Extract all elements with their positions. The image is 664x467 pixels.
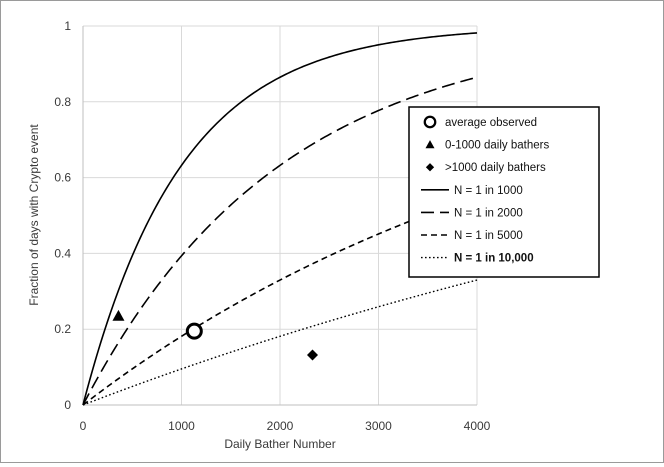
legend-item: N = 1 in 1000	[421, 185, 523, 197]
legend-box	[408, 106, 600, 278]
y-tick-label: 0.6	[54, 171, 71, 185]
x-axis-label: Daily Bather Number	[224, 437, 335, 451]
curve-5000	[82, 195, 478, 406]
x-tick-label: 4000	[464, 419, 491, 433]
point-diamond	[307, 349, 319, 361]
legend-label: average observed	[445, 117, 537, 129]
point-triangle	[112, 309, 125, 321]
marker-triangle	[425, 140, 435, 149]
y-tick-label: 1	[64, 19, 71, 33]
legend-label: N = 1 in 1000	[454, 185, 523, 197]
data-points	[112, 309, 319, 361]
x-tick-label: 1000	[168, 419, 195, 433]
y-tick-label: 0.8	[54, 95, 71, 109]
marker-diamond	[425, 163, 435, 172]
legend-item: 0-1000 daily bathers	[425, 140, 549, 152]
y-tick-label: 0	[64, 398, 71, 412]
axes	[82, 26, 477, 406]
legend-item: N = 1 in 5000	[421, 230, 523, 242]
y-tick-label: 0.2	[54, 322, 71, 336]
legend-label: >1000 daily bathers	[445, 162, 546, 174]
curve-2000	[82, 76, 478, 406]
legend-label: 0-1000 daily bathers	[445, 140, 549, 152]
curve-1000	[82, 32, 478, 406]
legend-label: N = 1 in 2000	[454, 207, 523, 219]
curves	[82, 32, 478, 406]
legend-item: N = 1 in 2000	[421, 207, 523, 219]
marker-circle	[423, 115, 437, 129]
marker-triangle	[112, 309, 125, 321]
marker-circle	[185, 322, 203, 340]
legend-item: >1000 daily bathers	[425, 162, 546, 174]
y-tick-label: 0.4	[54, 246, 71, 260]
point-circle	[185, 322, 203, 340]
curve-10000	[82, 279, 478, 406]
legend-item: N = 1 in 10,000	[421, 253, 534, 265]
legend-label: N = 1 in 10,000	[454, 253, 534, 265]
y-tick-labels: 0 0.2 0.4 0.6 0.8 1	[54, 19, 71, 412]
legend-item: average observed	[423, 115, 537, 129]
y-axis-label: Fraction of days with Crypto event	[27, 124, 41, 306]
marker-diamond	[307, 349, 319, 361]
x-tick-label: 2000	[267, 419, 294, 433]
x-tick-label: 0	[80, 419, 87, 433]
x-tick-label: 3000	[365, 419, 392, 433]
x-tick-labels: 0 1000 2000 3000 4000	[80, 419, 491, 433]
legend: average observed 0-1000 daily bathers >100…	[408, 106, 600, 278]
legend-label: N = 1 in 5000	[454, 230, 523, 242]
